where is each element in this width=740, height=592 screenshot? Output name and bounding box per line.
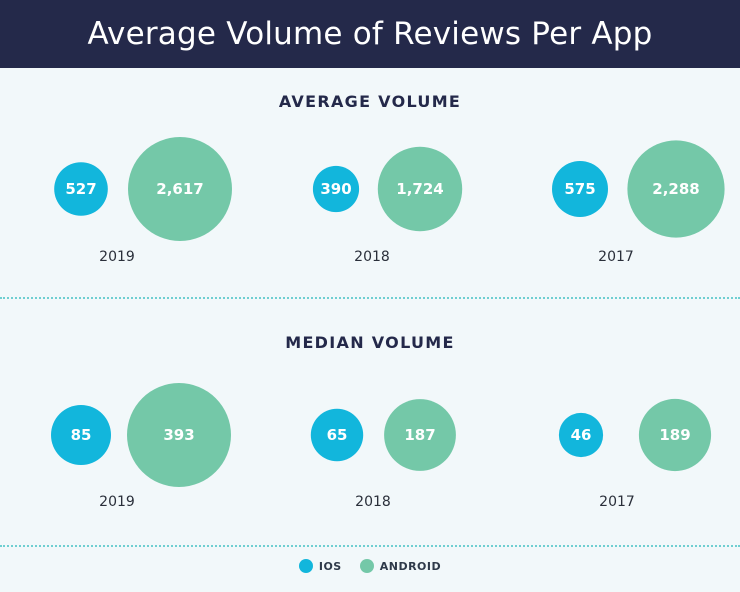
ios-value-label: 390 bbox=[320, 180, 351, 198]
ios-bubble-2019 bbox=[51, 405, 111, 465]
android-value-label: 187 bbox=[404, 426, 435, 444]
median-volume-title: MEDIAN VOLUME bbox=[285, 333, 455, 352]
year-label: 2017 bbox=[598, 249, 634, 265]
ios-value-label: 85 bbox=[71, 426, 92, 444]
header-bar: Average Volume of Reviews Per App bbox=[0, 0, 740, 68]
android-bubble-2018 bbox=[377, 146, 463, 232]
legend-label-ios: IOS bbox=[318, 559, 342, 573]
ios-bubble-2018 bbox=[312, 165, 360, 213]
android-bubble-2017 bbox=[638, 398, 712, 472]
ios-value-label: 575 bbox=[564, 180, 595, 198]
android-bubble-2019 bbox=[128, 137, 232, 241]
legend-label-android: ANDROID bbox=[379, 559, 442, 573]
year-label: 2019 bbox=[99, 249, 135, 265]
android-bubble-2018 bbox=[384, 399, 456, 471]
android-bubble-2019 bbox=[127, 383, 231, 487]
ios-bubble-2019 bbox=[54, 162, 108, 216]
year-label: 2018 bbox=[355, 494, 391, 510]
ios-value-label: 527 bbox=[65, 180, 96, 198]
android-value-label: 2,617 bbox=[156, 180, 203, 198]
section-divider bbox=[0, 297, 740, 299]
android-bubble-2017 bbox=[627, 140, 725, 238]
year-label: 2017 bbox=[599, 494, 635, 510]
ios-swatch bbox=[298, 559, 313, 573]
ios-bubble-2017 bbox=[552, 161, 608, 217]
android-value-label: 2,288 bbox=[652, 180, 699, 198]
ios-bubble-2018 bbox=[310, 408, 364, 462]
legend-divider bbox=[0, 545, 740, 547]
android-value-label: 1,724 bbox=[396, 180, 443, 198]
legend-item-android: ANDROID bbox=[359, 559, 442, 573]
page-title: Average Volume of Reviews Per App bbox=[87, 16, 653, 52]
year-label: 2019 bbox=[99, 494, 135, 510]
year-label: 2018 bbox=[354, 249, 390, 265]
android-swatch bbox=[359, 559, 374, 573]
ios-value-label: 65 bbox=[327, 426, 348, 444]
ios-bubble-2017 bbox=[558, 412, 604, 458]
android-value-label: 393 bbox=[163, 426, 194, 444]
legend: IOS ANDROID bbox=[0, 559, 740, 573]
legend-item-ios: IOS bbox=[298, 559, 342, 573]
ios-value-label: 46 bbox=[571, 426, 592, 444]
android-value-label: 189 bbox=[659, 426, 690, 444]
average-volume-title: AVERAGE VOLUME bbox=[278, 92, 462, 111]
